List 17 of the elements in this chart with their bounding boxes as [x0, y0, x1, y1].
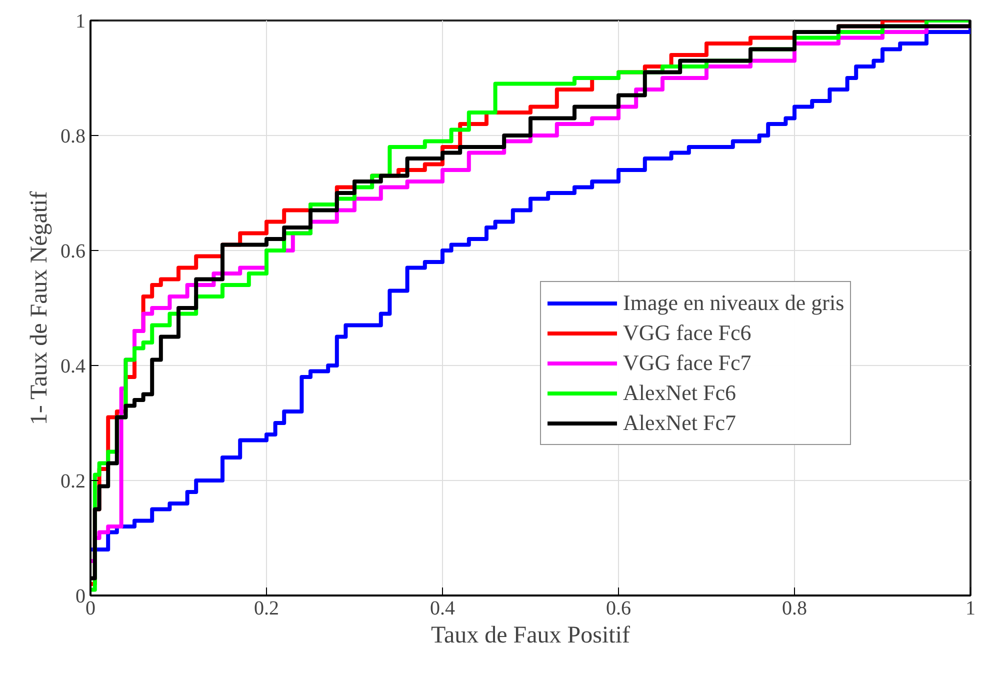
x-tick-label: 0.4	[430, 598, 455, 620]
y-tick-label: 0.4	[60, 356, 86, 378]
legend-label: VGG face Fc7	[623, 349, 752, 377]
legend-label: VGG face Fc6	[623, 319, 752, 347]
legend-label: AlexNet Fc7	[623, 409, 736, 437]
x-tick-label: 0.2	[254, 598, 279, 620]
y-tick-label: 0.2	[60, 470, 86, 492]
x-tick-label: 1	[966, 598, 976, 620]
legend-label: AlexNet Fc6	[623, 379, 736, 407]
x-tick-label: 0.6	[606, 598, 631, 620]
y-tick-label: 0.6	[60, 240, 86, 262]
legend-label: Image en niveaux de gris	[623, 289, 844, 317]
x-tick-label: 0.8	[782, 598, 807, 620]
y-axis-title: 1- Taux de Faux Négatif	[26, 191, 52, 426]
y-tick-label: 0.8	[60, 126, 86, 148]
x-axis-title: Taux de Faux Positif	[431, 622, 630, 648]
y-tick-label: 1	[76, 10, 86, 32]
